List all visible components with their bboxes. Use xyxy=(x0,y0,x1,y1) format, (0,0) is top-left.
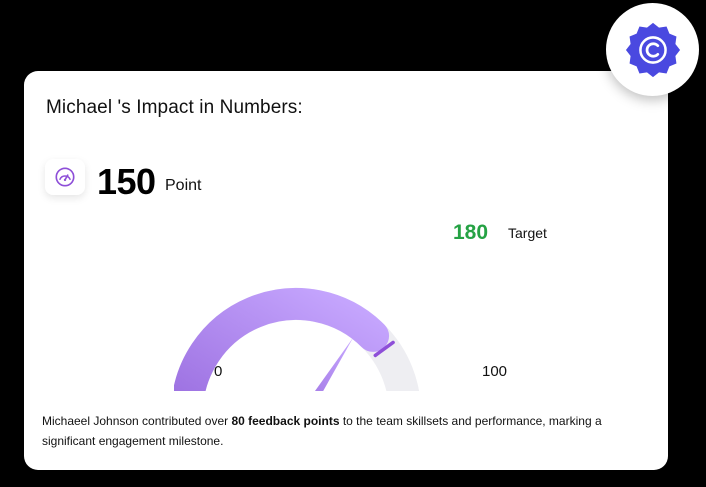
badge-circle xyxy=(606,3,699,96)
gauge-needle xyxy=(314,337,354,391)
gauge-fill xyxy=(174,288,390,391)
score-value: 150 xyxy=(97,161,156,202)
copyright-badge-icon xyxy=(625,22,680,77)
impact-gauge xyxy=(174,288,419,391)
impact-card: Michael 's Impact in Numbers: 150 Point … xyxy=(24,71,668,470)
description-highlight: 80 feedback points xyxy=(231,414,340,428)
gauge-target-marker xyxy=(373,340,395,358)
gauge-max-label: 100 xyxy=(482,363,508,380)
badge-seal xyxy=(625,22,680,77)
speedometer-icon xyxy=(55,167,75,187)
description-prefix: Michaeel Johnson contributed over xyxy=(42,414,232,428)
description-suffix: to the team skillsets and performance, m… xyxy=(42,414,602,448)
card-title: Michael 's Impact in Numbers: xyxy=(46,97,303,118)
target-value: 180 xyxy=(453,221,489,244)
target-label: Target xyxy=(508,225,547,241)
gauge-min-label: 0 xyxy=(214,363,223,380)
impact-description: Michaeel Johnson contributed over 80 fee… xyxy=(42,411,654,451)
score-icon-box xyxy=(45,159,85,195)
score-unit: Point xyxy=(165,177,202,194)
